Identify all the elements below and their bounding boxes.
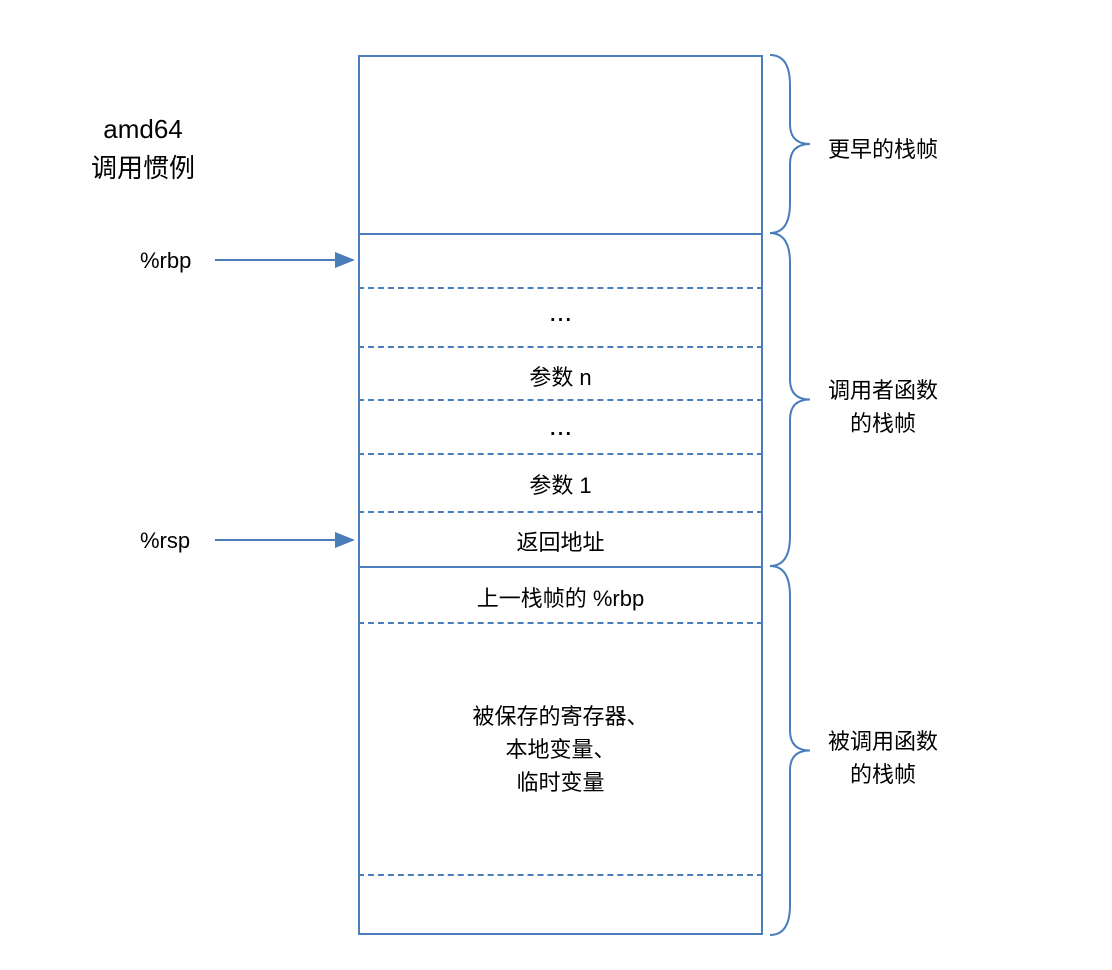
label-caller-frame: 调用者函数 的栈帧 (828, 374, 938, 440)
label-callee-frame: 被调用函数 的栈帧 (828, 725, 938, 791)
stack-diagram: ... 参数 n ... 参数 1 返回地址 上一栈帧的 %rbp 被保存的寄存… (0, 0, 1112, 970)
brace-prev-frames (0, 0, 1112, 970)
label-prev-frames: 更早的栈帧 (828, 132, 938, 164)
